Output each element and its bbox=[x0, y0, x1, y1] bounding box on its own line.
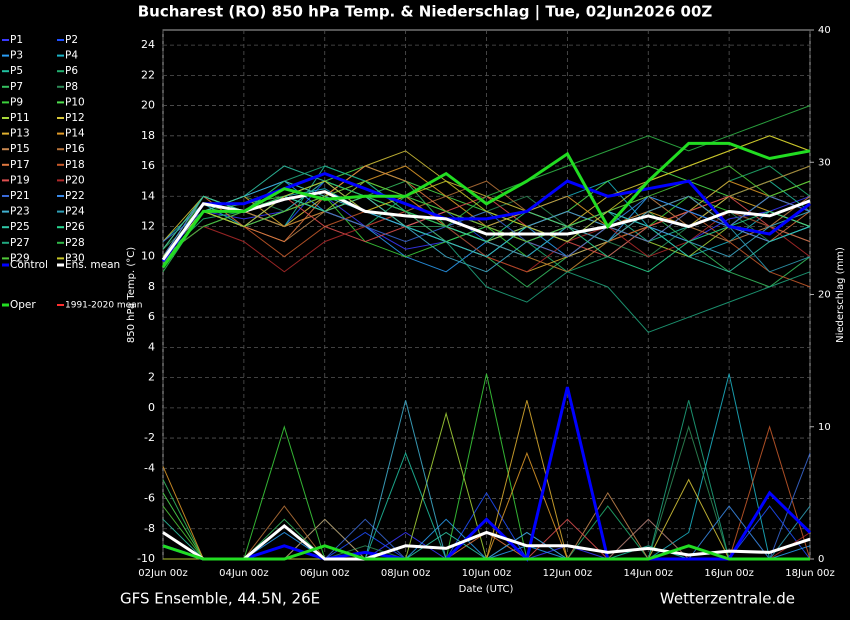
legend-label: P23 bbox=[10, 206, 30, 218]
legend-label: P2 bbox=[65, 34, 78, 46]
y-tick-label: -8 bbox=[144, 522, 155, 535]
legend-label: P6 bbox=[65, 65, 78, 77]
legend-label: Control bbox=[10, 259, 48, 271]
y-axis-label: 850 hPa Temp. (°C) bbox=[126, 247, 137, 343]
temp-line bbox=[161, 171, 811, 263]
y2-tick-label: 10 bbox=[818, 422, 831, 433]
legend-label: P21 bbox=[10, 190, 30, 202]
y-tick-label: -4 bbox=[144, 461, 155, 474]
legend-label: P17 bbox=[10, 159, 30, 171]
chart-title: Bucharest (RO) 850 hPa Temp. & Niedersch… bbox=[138, 3, 713, 22]
x-tick-label: 06Jun 00z bbox=[300, 568, 350, 579]
y-tick-label: 24 bbox=[141, 38, 155, 51]
temp-line bbox=[162, 105, 811, 258]
legend-label: P4 bbox=[65, 50, 78, 62]
y-tick-label: 16 bbox=[141, 159, 155, 172]
legend-label: P5 bbox=[10, 65, 23, 77]
y2-tick-label: 30 bbox=[818, 157, 831, 168]
x-tick-label: 12Jun 00z bbox=[543, 568, 593, 579]
legend-label: P16 bbox=[65, 143, 85, 155]
legend-label: P26 bbox=[65, 221, 85, 233]
y-tick-label: 14 bbox=[141, 189, 155, 202]
legend-label: P25 bbox=[10, 221, 30, 233]
footer-left: GFS Ensemble, 44.5N, 26E bbox=[120, 590, 320, 608]
x-tick-label: 14Jun 00z bbox=[623, 568, 673, 579]
legend-label: Oper bbox=[10, 299, 36, 311]
y-tick-label: 0 bbox=[148, 401, 155, 414]
y-tick-label: 22 bbox=[141, 68, 155, 81]
x-tick-label: 04Jun 00z bbox=[219, 568, 269, 579]
legend-label: P7 bbox=[10, 81, 23, 93]
y-tick-label: -10 bbox=[137, 552, 155, 565]
legend-label: P3 bbox=[10, 50, 23, 62]
y-tick-label: -6 bbox=[144, 492, 155, 505]
legend-label: P13 bbox=[10, 128, 30, 140]
y2-axis-label: Niederschlag (mm) bbox=[835, 247, 846, 343]
x-tick-label: 02Jun 00z bbox=[138, 568, 188, 579]
legend-label: P19 bbox=[10, 174, 30, 186]
y-tick-label: 6 bbox=[148, 310, 155, 323]
legend-label: P10 bbox=[65, 96, 85, 108]
y-tick-label: 12 bbox=[141, 219, 155, 232]
y2-tick-label: 40 bbox=[818, 25, 831, 36]
precip-line bbox=[162, 386, 812, 562]
legend-label: P20 bbox=[65, 174, 85, 186]
temp-line bbox=[162, 165, 811, 265]
precip-line bbox=[162, 544, 810, 561]
legend-label: P29 bbox=[10, 252, 30, 264]
legend-label: P28 bbox=[65, 237, 85, 249]
y-tick-label: 18 bbox=[141, 129, 155, 142]
temp-line bbox=[162, 180, 811, 273]
y2-tick-label: 0 bbox=[818, 554, 824, 565]
x-tick-label: 08Jun 00z bbox=[381, 568, 431, 579]
temp-line bbox=[161, 190, 811, 261]
footer-right: Wetterzentrale.de bbox=[660, 590, 795, 608]
temp-line bbox=[162, 135, 811, 258]
y-tick-label: 2 bbox=[148, 371, 155, 384]
y-tick-label: 4 bbox=[148, 340, 155, 353]
legend-label: P14 bbox=[65, 128, 85, 140]
precip-line bbox=[162, 523, 811, 561]
x-tick-label: 18Jun 00z bbox=[785, 568, 835, 579]
x-tick-label: 16Jun 00z bbox=[704, 568, 754, 579]
legend-label: Ens. mean bbox=[65, 259, 120, 271]
legend-label: P1 bbox=[10, 34, 23, 46]
temp-line bbox=[162, 165, 811, 333]
y-tick-label: -2 bbox=[144, 431, 155, 444]
temp-line bbox=[162, 165, 811, 273]
x-axis-label: Date (UTC) bbox=[459, 584, 514, 595]
y-tick-label: 10 bbox=[141, 250, 155, 263]
legend-label: P18 bbox=[65, 159, 85, 171]
temp-line bbox=[161, 141, 811, 269]
legend-label: P8 bbox=[65, 81, 78, 93]
legend-label: P22 bbox=[65, 190, 85, 202]
x-tick-label: 10Jun 00z bbox=[462, 568, 512, 579]
legend-label: P30 bbox=[65, 252, 85, 264]
legend-label: P11 bbox=[10, 112, 30, 124]
legend-label: P12 bbox=[65, 112, 85, 124]
legend-label: P15 bbox=[10, 143, 30, 155]
legend-label: 1991-2020 mean bbox=[65, 301, 142, 311]
y-tick-label: 8 bbox=[148, 280, 155, 293]
y-tick-label: 20 bbox=[141, 99, 155, 112]
legend-label: P24 bbox=[65, 206, 85, 218]
legend-label: P27 bbox=[10, 237, 30, 249]
y2-tick-label: 20 bbox=[818, 290, 831, 301]
legend-label: P9 bbox=[10, 96, 23, 108]
